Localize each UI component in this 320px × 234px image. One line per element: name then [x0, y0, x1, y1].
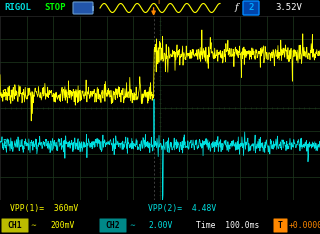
- Text: 2.00V: 2.00V: [148, 221, 172, 230]
- Text: ∼: ∼: [129, 223, 135, 228]
- Text: CH1: CH1: [8, 221, 22, 230]
- Bar: [92, 6, 94, 11]
- Text: 2: 2: [3, 139, 7, 148]
- Text: 3.52V: 3.52V: [275, 4, 302, 12]
- FancyBboxPatch shape: [2, 219, 28, 233]
- Text: VPP(2)=  4.48V: VPP(2)= 4.48V: [148, 204, 216, 213]
- Text: 200mV: 200mV: [50, 221, 74, 230]
- Text: CH2: CH2: [106, 221, 120, 230]
- Text: f: f: [235, 4, 239, 12]
- FancyBboxPatch shape: [243, 1, 259, 15]
- FancyBboxPatch shape: [274, 219, 287, 233]
- FancyBboxPatch shape: [73, 2, 93, 14]
- Text: 1: 1: [3, 89, 7, 98]
- Text: +0.0000s: +0.0000s: [289, 221, 320, 230]
- Text: T: T: [157, 0, 161, 5]
- Text: T: T: [277, 221, 283, 230]
- Text: ∼: ∼: [30, 223, 36, 228]
- Text: 2: 2: [248, 4, 254, 12]
- Text: RIGOL: RIGOL: [4, 4, 31, 12]
- Text: Time  100.0ms: Time 100.0ms: [196, 221, 260, 230]
- FancyBboxPatch shape: [100, 219, 126, 233]
- Text: VPP(1)=  360mV: VPP(1)= 360mV: [10, 204, 78, 213]
- Text: STOP: STOP: [44, 4, 66, 12]
